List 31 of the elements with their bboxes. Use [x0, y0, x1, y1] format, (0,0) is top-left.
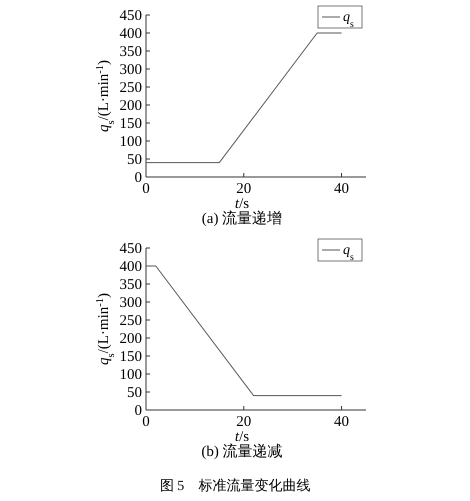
text: (b) 流量递减 [201, 443, 283, 460]
caption: 图 5 标准流量变化曲线 [160, 478, 310, 494]
y-tick-label: 400 [120, 26, 142, 42]
x-tick-label: 20 [236, 414, 252, 430]
y-tick-label: 250 [120, 313, 142, 329]
x-tick-label: 40 [334, 181, 350, 197]
y-tick-label: 0 [134, 170, 142, 186]
y-tick-label: 0 [134, 403, 142, 419]
y-tick-label: 100 [120, 134, 142, 150]
x-axis-title: t/s [234, 429, 250, 445]
y-tick-label: 150 [120, 116, 142, 132]
x-tick-label: 20 [236, 181, 252, 197]
x-axis-title: t/s [234, 196, 250, 212]
y-tick-label: 300 [120, 295, 142, 311]
y-tick-label: 350 [120, 277, 142, 293]
y-tick-label: 50 [127, 385, 142, 401]
x-tick-label: 40 [334, 414, 350, 430]
y-tick-label: 150 [120, 349, 142, 365]
y-tick-label: 250 [120, 80, 142, 96]
text: (a) 流量递增 [202, 210, 282, 227]
y-tick-label: 450 [120, 8, 142, 24]
y-tick-label: 100 [120, 367, 142, 383]
y-tick-label: 50 [127, 152, 142, 168]
y-tick-label: 350 [120, 44, 142, 60]
y-tick-label: 450 [120, 241, 142, 257]
y-tick-label: 200 [120, 331, 142, 347]
y-tick-label: 400 [120, 259, 142, 275]
y-tick-label: 200 [120, 98, 142, 114]
legend-label: q$_{s}$ [343, 10, 354, 30]
y-tick-label: 300 [120, 62, 142, 78]
legend-label: q$_{s}$ [343, 243, 354, 262]
